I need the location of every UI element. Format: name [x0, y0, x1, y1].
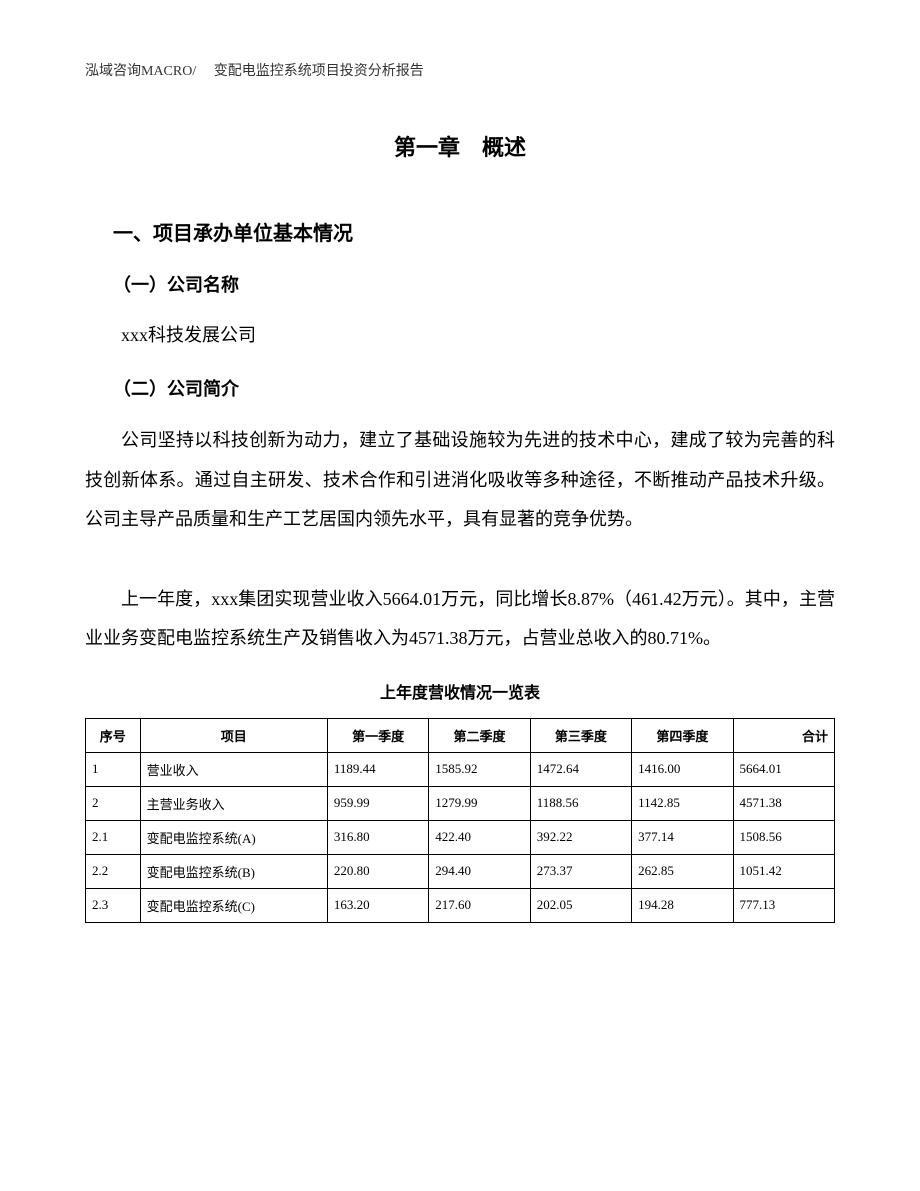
- cell-total: 1508.56: [733, 820, 834, 854]
- table-row: 2.2 变配电监控系统(B) 220.80 294.40 273.37 262.…: [86, 854, 835, 888]
- col-header-seq: 序号: [86, 718, 141, 752]
- cell-seq: 1: [86, 752, 141, 786]
- table-row: 1 营业收入 1189.44 1585.92 1472.64 1416.00 5…: [86, 752, 835, 786]
- cell-seq: 2: [86, 786, 141, 820]
- cell-item: 营业收入: [140, 752, 327, 786]
- subsection-2-title: （二）公司简介: [85, 375, 835, 401]
- cell-q2: 294.40: [429, 854, 530, 888]
- cell-q4: 1142.85: [632, 786, 733, 820]
- col-header-q4: 第四季度: [632, 718, 733, 752]
- cell-seq: 2.2: [86, 854, 141, 888]
- col-header-q3: 第三季度: [530, 718, 631, 752]
- cell-q4: 194.28: [632, 888, 733, 922]
- cell-q3: 273.37: [530, 854, 631, 888]
- cell-total: 1051.42: [733, 854, 834, 888]
- cell-q3: 392.22: [530, 820, 631, 854]
- cell-item: 变配电监控系统(A): [140, 820, 327, 854]
- spacer: [85, 560, 835, 580]
- cell-q2: 1279.99: [429, 786, 530, 820]
- col-header-q1: 第一季度: [327, 718, 428, 752]
- company-name: xxx科技发展公司: [85, 317, 835, 353]
- cell-q2: 1585.92: [429, 752, 530, 786]
- table-title: 上年度营收情况一览表: [85, 679, 835, 703]
- cell-total: 4571.38: [733, 786, 834, 820]
- cell-q3: 1188.56: [530, 786, 631, 820]
- cell-q3: 1472.64: [530, 752, 631, 786]
- cell-q4: 1416.00: [632, 752, 733, 786]
- cell-seq: 2.3: [86, 888, 141, 922]
- cell-item: 变配电监控系统(B): [140, 854, 327, 888]
- cell-item: 主营业务收入: [140, 786, 327, 820]
- paragraph-2: 上一年度，xxx集团实现营业收入5664.01万元，同比增长8.87%（461.…: [85, 580, 835, 659]
- cell-total: 5664.01: [733, 752, 834, 786]
- cell-q2: 217.60: [429, 888, 530, 922]
- cell-q2: 422.40: [429, 820, 530, 854]
- cell-q1: 1189.44: [327, 752, 428, 786]
- cell-item: 变配电监控系统(C): [140, 888, 327, 922]
- col-header-total: 合计: [733, 718, 834, 752]
- page-header: 泓域咨询MACRO/ 变配电监控系统项目投资分析报告: [85, 60, 835, 80]
- cell-seq: 2.1: [86, 820, 141, 854]
- col-header-q2: 第二季度: [429, 718, 530, 752]
- paragraph-1: 公司坚持以科技创新为动力，建立了基础设施较为先进的技术中心，建成了较为完善的科技…: [85, 421, 835, 540]
- table-header-row: 序号 项目 第一季度 第二季度 第三季度 第四季度 合计: [86, 718, 835, 752]
- cell-q4: 262.85: [632, 854, 733, 888]
- cell-q3: 202.05: [530, 888, 631, 922]
- cell-q1: 959.99: [327, 786, 428, 820]
- cell-total: 777.13: [733, 888, 834, 922]
- cell-q1: 220.80: [327, 854, 428, 888]
- cell-q1: 316.80: [327, 820, 428, 854]
- section-1-title: 一、项目承办单位基本情况: [85, 217, 835, 246]
- subsection-1-title: （一）公司名称: [85, 271, 835, 297]
- cell-q4: 377.14: [632, 820, 733, 854]
- table-row: 2.1 变配电监控系统(A) 316.80 422.40 392.22 377.…: [86, 820, 835, 854]
- revenue-table: 序号 项目 第一季度 第二季度 第三季度 第四季度 合计 1 营业收入 1189…: [85, 718, 835, 923]
- table-row: 2 主营业务收入 959.99 1279.99 1188.56 1142.85 …: [86, 786, 835, 820]
- cell-q1: 163.20: [327, 888, 428, 922]
- col-header-item: 项目: [140, 718, 327, 752]
- table-row: 2.3 变配电监控系统(C) 163.20 217.60 202.05 194.…: [86, 888, 835, 922]
- chapter-title: 第一章 概述: [85, 130, 835, 162]
